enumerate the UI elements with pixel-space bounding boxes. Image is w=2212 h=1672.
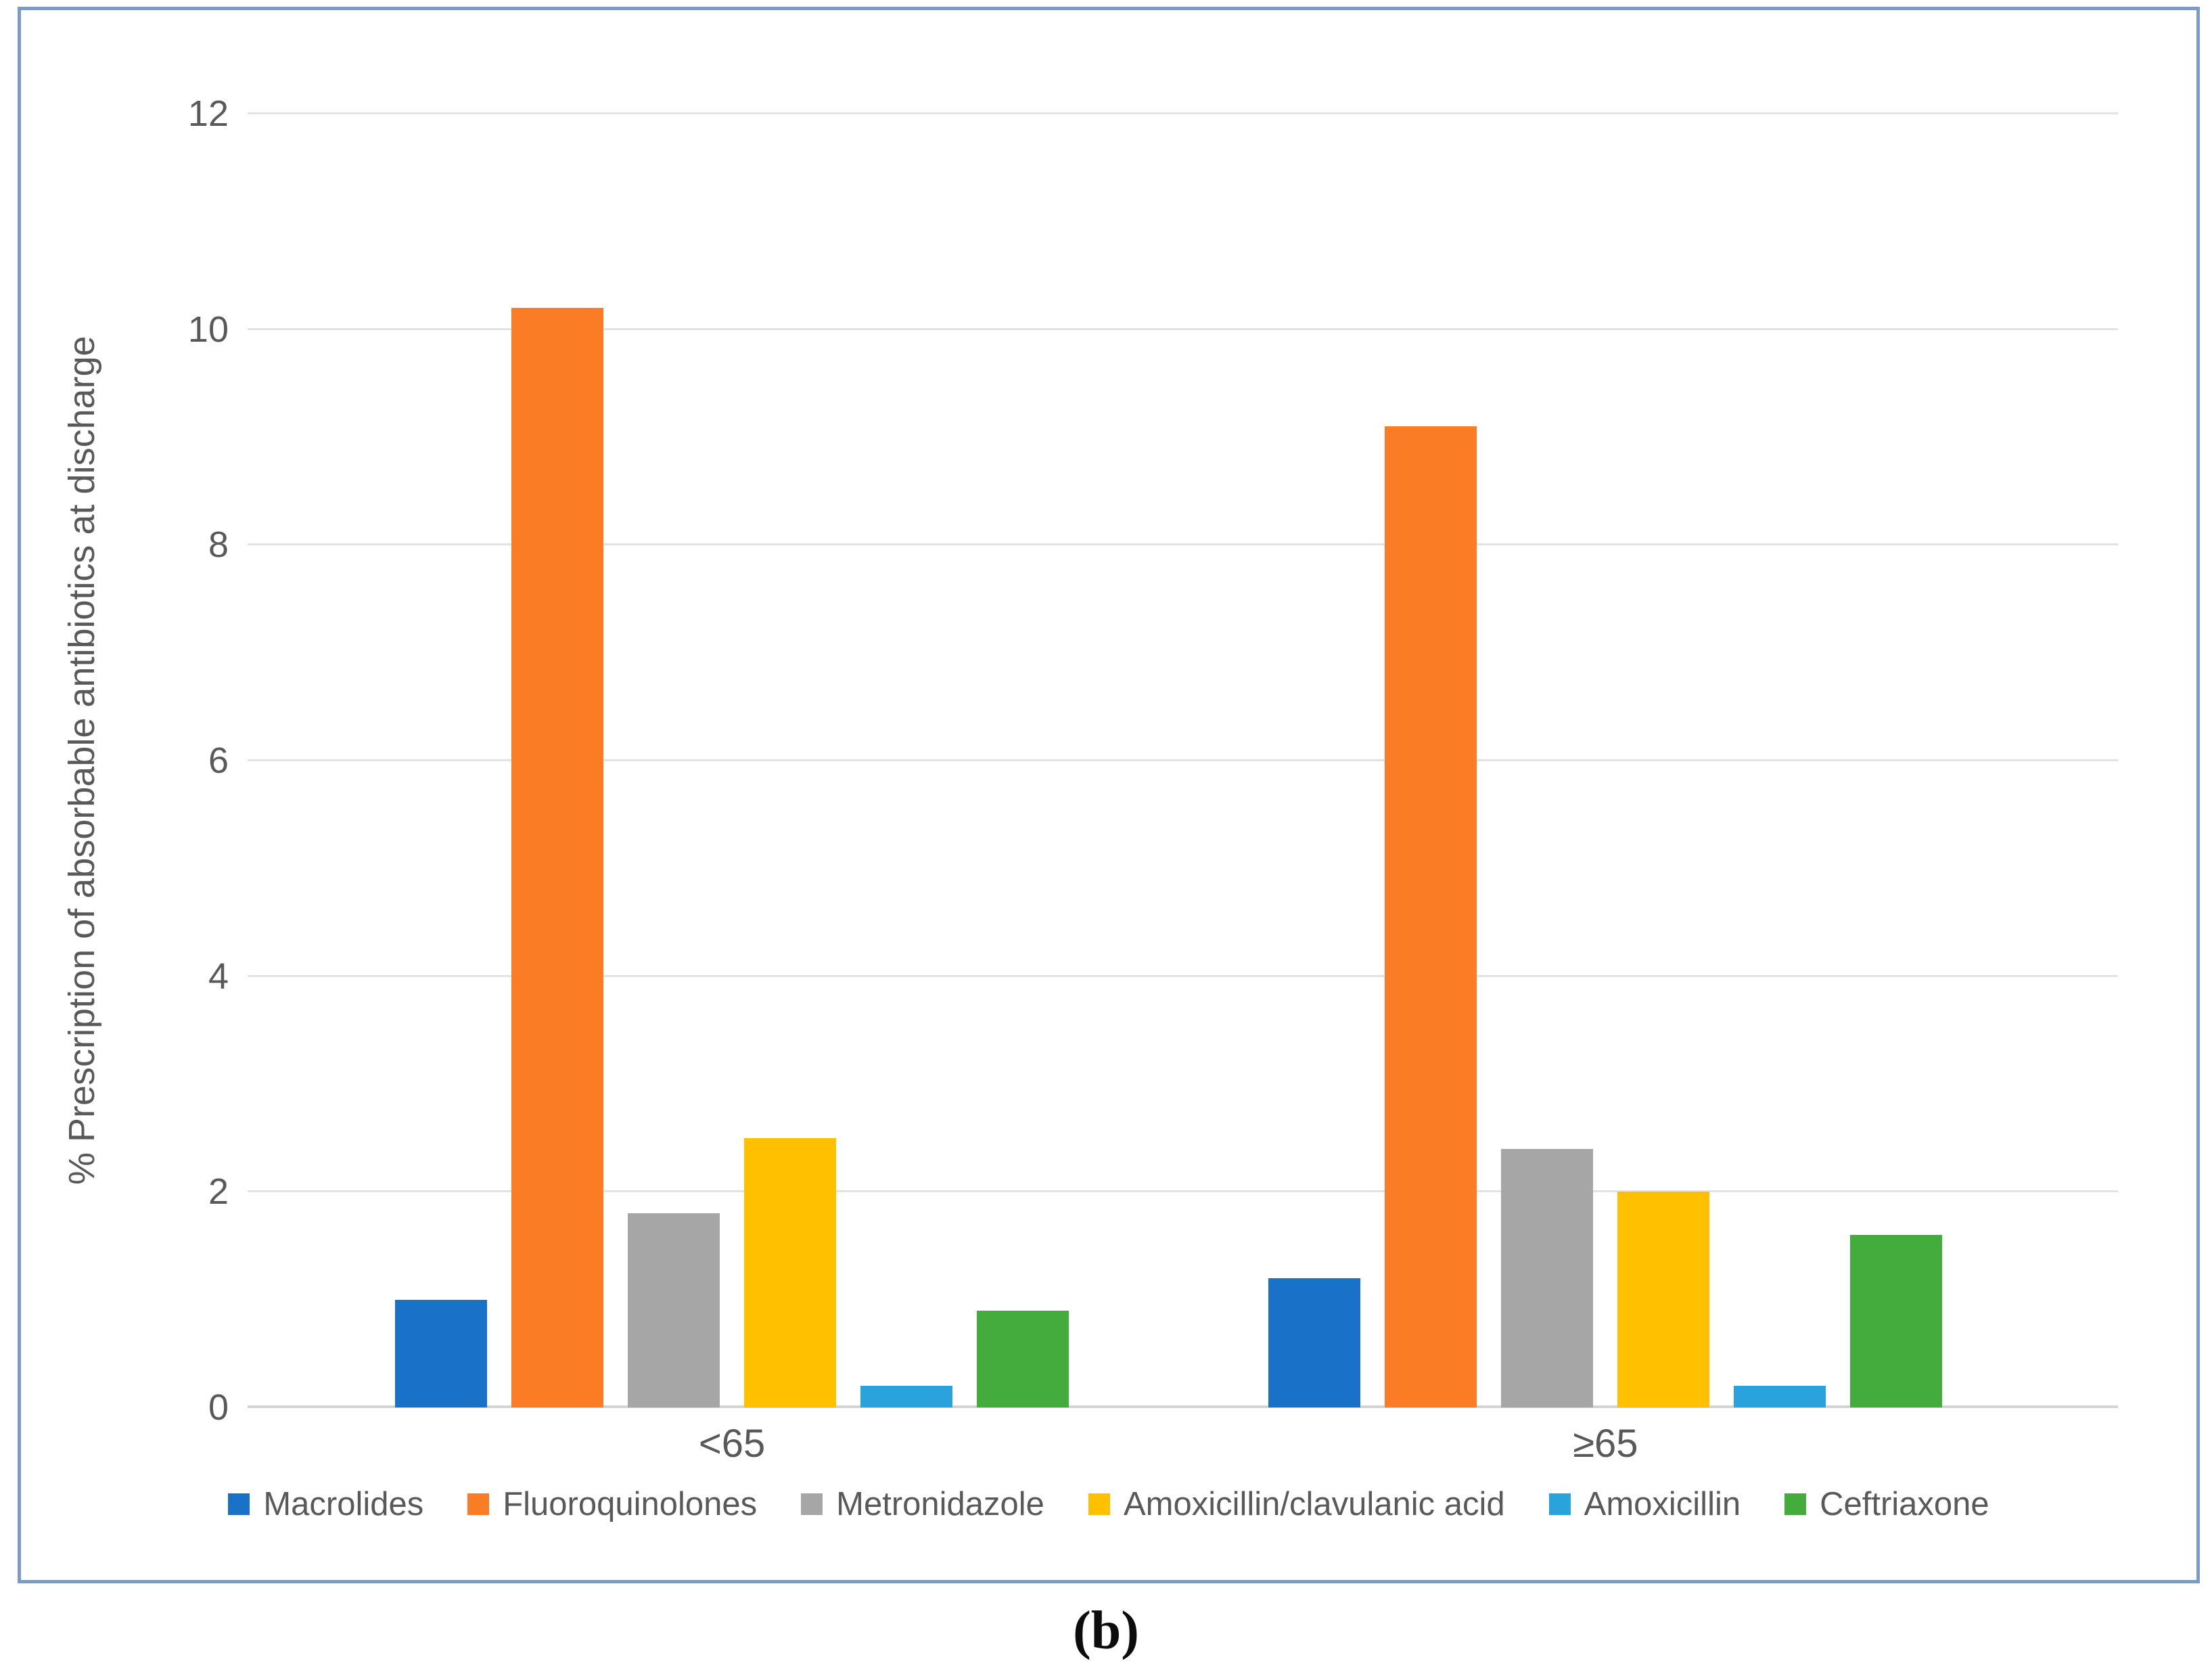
gridline-6 <box>248 759 2118 761</box>
legend-swatch-fluoroquinolones <box>467 1493 490 1515</box>
legend-item-fluoroquinolones: Fluoroquinolones <box>467 1485 757 1523</box>
gridline-8 <box>248 543 2118 546</box>
gridline-0 <box>248 1405 2118 1408</box>
bar-macrolides-1 <box>1268 1278 1361 1407</box>
y-tick-label-12: 12 <box>187 93 229 134</box>
bar-metronidazole-1 <box>1501 1148 1594 1407</box>
bar-ceftriaxone-1 <box>1850 1235 1943 1407</box>
bar-ceftriaxone-0 <box>977 1310 1069 1407</box>
legend-label-amoxicillin: Amoxicillin <box>1584 1486 1741 1522</box>
legend-label-ceftriaxone: Ceftriaxone <box>1820 1486 1989 1522</box>
gridline-10 <box>248 327 2118 330</box>
bar-fluoroquinolones-1 <box>1385 426 1477 1407</box>
legend-swatch-amoxicillin-clavulanic-acid <box>1088 1493 1110 1515</box>
bar-amoxicillin-1 <box>1734 1386 1826 1407</box>
y-tick-label-8: 8 <box>208 524 229 566</box>
y-tick-label-4: 4 <box>208 955 229 997</box>
legend-swatch-ceftriaxone <box>1784 1493 1807 1515</box>
gridline-12 <box>248 112 2118 114</box>
figure-caption: (b) <box>1073 1601 1139 1660</box>
x-category-label-1: ≥65 <box>1573 1422 1638 1466</box>
legend-item-macrolides: Macrolides <box>228 1485 423 1523</box>
legend-item-ceftriaxone: Ceftriaxone <box>1784 1485 1989 1523</box>
legend-swatch-macrolides <box>228 1493 250 1515</box>
y-tick-label-6: 6 <box>208 740 229 781</box>
legend-swatch-metronidazole <box>801 1493 823 1515</box>
gridline-2 <box>248 1190 2118 1193</box>
bar-group-65 <box>395 114 1069 1407</box>
y-tick-label-2: 2 <box>208 1171 229 1213</box>
y-tick-label-0: 0 <box>208 1387 229 1428</box>
chart-panel: % Prescription of absorbable antibiotics… <box>18 7 2200 1583</box>
bar-metronidazole-0 <box>628 1213 720 1407</box>
gridline-4 <box>248 974 2118 977</box>
legend: Macrolides Fluoroquinolones Metronidazole A… <box>21 1485 2196 1523</box>
x-axis-labels: <65 ≥65 <box>21 10 2196 1580</box>
legend-label-fluoroquinolones: Fluoroquinolones <box>503 1486 758 1522</box>
legend-item-metronidazole: Metronidazole <box>801 1485 1044 1523</box>
legend-item-amoxicillin-clavulanic-acid: Amoxicillin/clavulanic acid <box>1088 1485 1505 1523</box>
bar-amoxicillin-clavulanic-acid-1 <box>1617 1192 1710 1407</box>
x-category-label-0: <65 <box>698 1422 766 1466</box>
plot-area: 0 2 4 6 8 10 12 <box>188 95 2118 1426</box>
legend-item-amoxicillin: Amoxicillin <box>1548 1485 1741 1523</box>
legend-label-metronidazole: Metronidazole <box>836 1486 1044 1522</box>
legend-swatch-amoxicillin <box>1548 1493 1571 1515</box>
legend-label-amoxicillin-clavulanic-acid: Amoxicillin/clavulanic acid <box>1123 1486 1505 1522</box>
bar-amoxicillin-clavulanic-acid-0 <box>744 1137 837 1407</box>
bar-macrolides-0 <box>395 1299 488 1407</box>
bar-fluoroquinolones-0 <box>511 307 604 1407</box>
legend-label-macrolides: Macrolides <box>263 1486 424 1522</box>
bar-group-65 <box>1268 114 1943 1407</box>
bar-amoxicillin-0 <box>860 1386 953 1407</box>
y-tick-label-10: 10 <box>187 309 229 350</box>
